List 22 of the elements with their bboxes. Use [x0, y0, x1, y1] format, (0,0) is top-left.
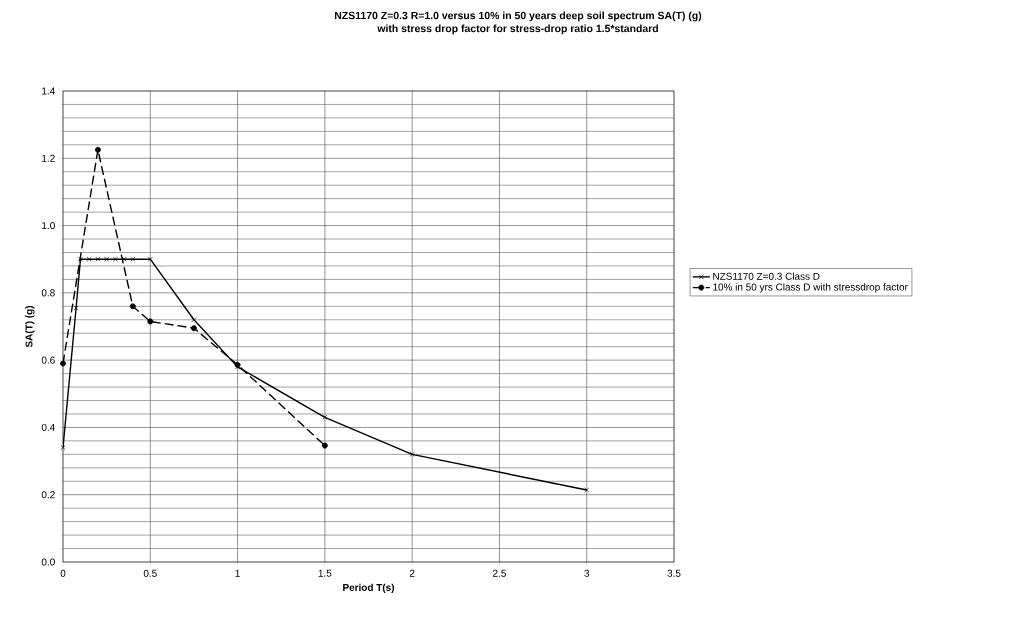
x-tick-label: 3 [584, 569, 590, 577]
y-tick-label: 1.2 [42, 154, 55, 162]
chart-subtitle: with stress drop factor for stress-drop ratio 1.5*standard [377, 24, 658, 35]
legend-label: 10% in 50 yrs Class D with stressdrop factor [713, 283, 908, 293]
x-tick-label: 1 [235, 569, 240, 577]
x-tick-label: 0 [60, 569, 66, 577]
x-tick-label: 1.5 [318, 569, 332, 577]
legend-label: NZS1170 Z=0.3 Class D [713, 272, 820, 280]
x-tick-label: 2.5 [493, 569, 506, 577]
y-tick-label: 1.4 [42, 87, 55, 95]
y-tick-label: 0.2 [41, 491, 55, 499]
y-axis-title: SA(T) (g) [25, 305, 35, 348]
y-tick-label: 1.0 [42, 222, 55, 230]
y-tick-label: 0.4 [41, 423, 55, 431]
y-tick-label: 0.6 [41, 356, 55, 364]
x-tick-label: 3.5 [667, 569, 681, 577]
y-tick-label: 0.0 [41, 558, 55, 566]
chart-title: NZS1170 Z=0.3 R=1.0 versus 10% in 50 years deep soil spectrum SA(T) (g) [334, 11, 702, 22]
x-tick-label: 2 [409, 569, 415, 577]
x-axis-title: Period T(s) [343, 583, 395, 593]
x-tick-label: 0.5 [143, 569, 157, 577]
y-tick-label: 0.8 [41, 289, 55, 297]
